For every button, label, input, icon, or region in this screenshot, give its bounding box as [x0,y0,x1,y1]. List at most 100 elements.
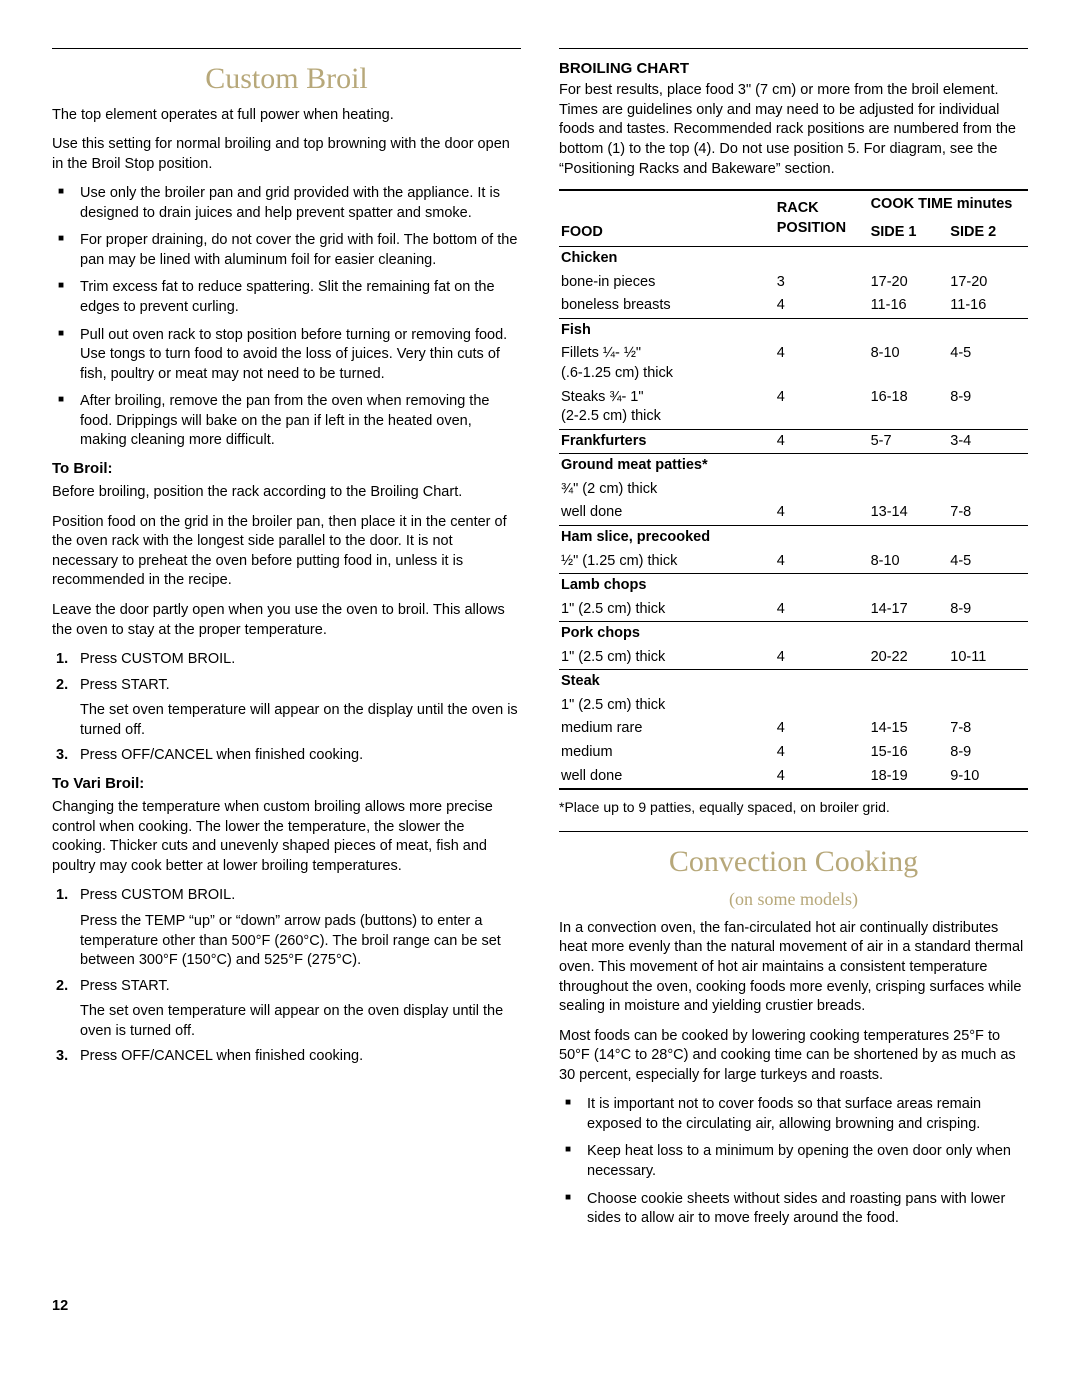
cell-side1 [869,694,949,718]
table-row: Steak [559,670,1028,694]
para: Position food on the grid in the broiler… [52,513,521,591]
table-row: bone-in pieces317-2017-20 [559,271,1028,295]
para: Use this setting for normal broiling and… [52,135,521,174]
page-columns: Custom Broil The top element operates at… [52,48,1028,1237]
cell-rack: 4 [775,429,869,454]
para: Changing the temperature when custom bro… [52,798,521,876]
cell-rack: 4 [775,646,869,670]
cell-rack: 4 [775,741,869,765]
table-row: medium rare414-157-8 [559,717,1028,741]
table-row: well done418-199-10 [559,765,1028,790]
cell-side2: 3-4 [948,429,1028,454]
para: In a convection oven, the fan-circulated… [559,919,1028,1017]
cell-food: boneless breasts [559,294,775,318]
table-row: Steaks ¾- 1"(2-2.5 cm) thick416-188-9 [559,386,1028,430]
cell-rack: 4 [775,598,869,622]
list-item: Choose cookie sheets without sides and r… [559,1190,1028,1229]
step-text: Press CUSTOM BROIL. [80,887,235,903]
cell-food: Ham slice, precooked [559,525,775,549]
cell-side2: 7-8 [948,501,1028,525]
table-row: Fillets ¼- ½"(.6-1.25 cm) thick48-104-5 [559,342,1028,385]
step-text: Press OFF/CANCEL when finished cooking. [80,747,363,763]
th-side1: SIDE 1 [869,219,949,247]
th-side2: SIDE 2 [948,219,1028,247]
table-row: Ham slice, precooked [559,525,1028,549]
step-sub: The set oven temperature will appear on … [80,701,521,740]
cell-rack: 4 [775,294,869,318]
cell-side2: 8-9 [948,741,1028,765]
cell-rack [775,694,869,718]
list-item: It is important not to cover foods so th… [559,1095,1028,1134]
table-row: Frankfurters45-73-4 [559,429,1028,454]
cell-food: 1" (2.5 cm) thick [559,646,775,670]
cell-food: medium [559,741,775,765]
list-item: After broiling, remove the pan from the … [52,392,521,451]
step-text: Press START. [80,978,170,994]
step-text: Press START. [80,677,170,693]
cell-food: well done [559,765,775,790]
cell-side2: 8-9 [948,386,1028,430]
table-row: Chicken [559,247,1028,271]
step: 2.Press START. The set oven temperature … [52,977,521,1042]
table-row: Lamb chops [559,574,1028,598]
step: 2. Press START. The set oven temperature … [52,676,521,741]
custom-broil-bullets: Use only the broiler pan and grid provid… [52,184,521,451]
cell-food: Steak [559,670,775,694]
table-row: Pork chops [559,622,1028,646]
chart-intro: For best results, place food 3" (7 cm) o… [559,81,1028,179]
page-number: 12 [52,1297,1028,1317]
list-item: Use only the broiler pan and grid provid… [52,184,521,223]
cell-food: Chicken [559,247,775,271]
rule [559,48,1028,49]
cell-food: Fillets ¼- ½"(.6-1.25 cm) thick [559,342,775,385]
step: 3. Press OFF/CANCEL when finished cooking… [52,1047,521,1067]
cell-rack: 4 [775,550,869,574]
step-num: 2. [56,676,68,696]
cell-side1: 8-10 [869,342,949,385]
broiling-chart-title: BROILING CHART [559,59,1028,79]
cell-rack: 4 [775,386,869,430]
cell-food: Pork chops [559,622,775,646]
cell-food: medium rare [559,717,775,741]
cell-side2: 7-8 [948,717,1028,741]
step-text: Press OFF/CANCEL when finished cooking. [80,1048,363,1064]
cell-side1: 13-14 [869,501,949,525]
step-num: 3. [56,746,68,766]
cell-side1: 14-15 [869,717,949,741]
cell-rack: 4 [775,501,869,525]
step: 1.Press CUSTOM BROIL. [52,650,521,670]
table-row: 1" (2.5 cm) thick420-2210-11 [559,646,1028,670]
table-row: ½" (1.25 cm) thick48-104-5 [559,550,1028,574]
to-vari-broil-steps: 1.Press CUSTOM BROIL. Press the TEMP “up… [52,886,521,1067]
chart-footnote: *Place up to 9 patties, equally spaced, … [559,798,1028,817]
para: Before broiling, position the rack accor… [52,483,521,503]
step-num: 1. [56,650,68,670]
step-num: 1. [56,886,68,906]
cell-side2: 8-9 [948,598,1028,622]
right-column: BROILING CHART For best results, place f… [559,48,1028,1237]
th-food: FOOD [559,190,775,247]
cell-food: 1" (2.5 cm) thick [559,598,775,622]
to-vari-broil-heading: To Vari Broil: [52,774,521,794]
table-row: 1" (2.5 cm) thick [559,694,1028,718]
table-row: Ground meat patties* [559,454,1028,478]
cell-food: ¾" (2 cm) thick [559,478,775,502]
cell-side1: 20-22 [869,646,949,670]
cell-side1: 18-19 [869,765,949,790]
table-row: 1" (2.5 cm) thick414-178-9 [559,598,1028,622]
step: 1.Press CUSTOM BROIL. Press the TEMP “up… [52,886,521,970]
th-cooktime: COOK TIME minutes [869,190,1028,219]
cell-rack: 4 [775,717,869,741]
cell-side1: 17-20 [869,271,949,295]
table-row: Fish [559,318,1028,342]
cell-side2: 4-5 [948,550,1028,574]
table-row: well done413-147-8 [559,501,1028,525]
th-rack: RACK POSITION [775,190,869,247]
cell-food: Steaks ¾- 1"(2-2.5 cm) thick [559,386,775,430]
cell-side2: 4-5 [948,342,1028,385]
step-num: 3. [56,1047,68,1067]
cell-food: Frankfurters [559,429,775,454]
list-item: Pull out oven rack to stop position befo… [52,326,521,385]
left-column: Custom Broil The top element operates at… [52,48,521,1237]
list-item: Trim excess fat to reduce spattering. Sl… [52,278,521,317]
